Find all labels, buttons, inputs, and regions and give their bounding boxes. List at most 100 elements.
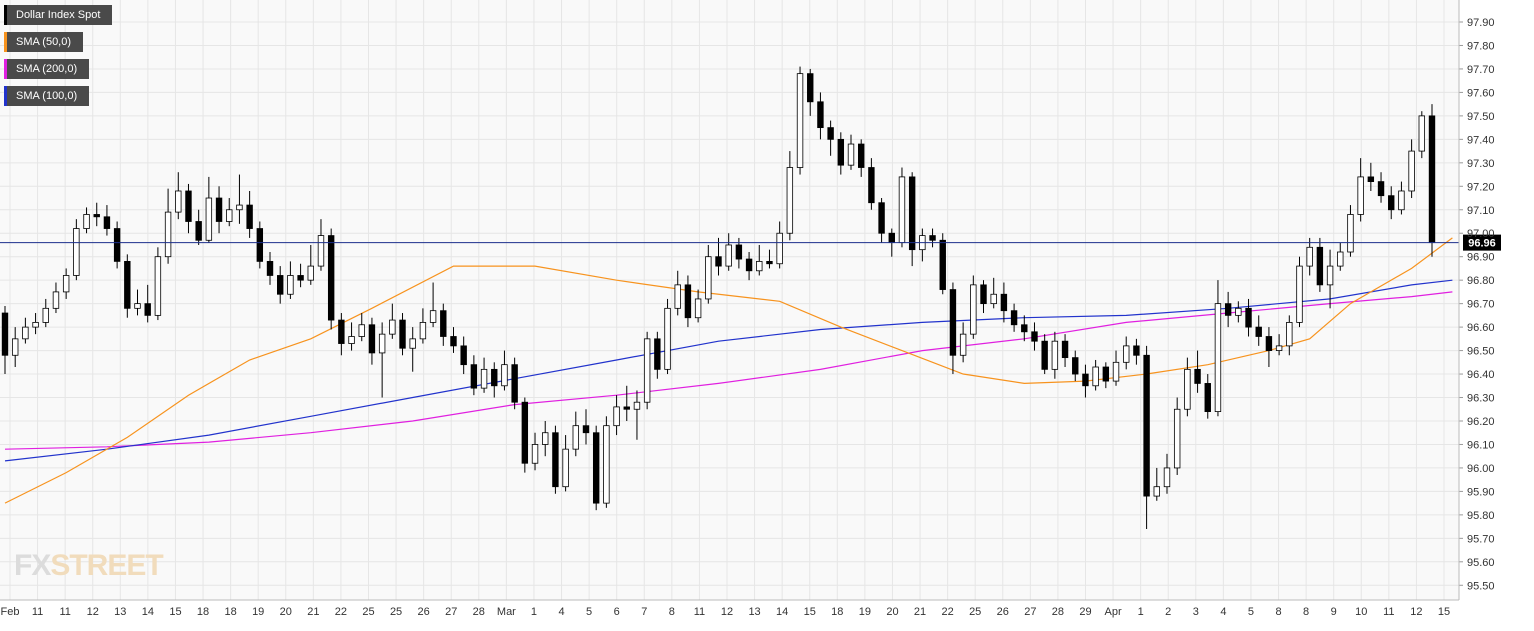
candle bbox=[949, 282, 957, 375]
x-tick-label: 11 bbox=[59, 606, 70, 618]
legend-sma-100[interactable]: SMA (100,0) bbox=[4, 86, 90, 106]
candle-body bbox=[236, 204, 243, 211]
x-tick-label: Feb bbox=[1, 606, 20, 618]
candle bbox=[694, 289, 702, 323]
candle-body bbox=[623, 406, 630, 410]
candle bbox=[1031, 322, 1038, 351]
candle bbox=[1, 305, 9, 375]
x-tick-label: 12 bbox=[1410, 606, 1422, 618]
x-tick-label: 13 bbox=[748, 606, 760, 618]
candle bbox=[613, 395, 620, 436]
candle-body bbox=[154, 256, 162, 316]
legend-label: Dollar Index Spot bbox=[16, 9, 101, 21]
candle-body bbox=[1000, 293, 1008, 312]
candle bbox=[531, 432, 539, 471]
candle-body bbox=[419, 322, 427, 340]
x-tick-label: 19 bbox=[252, 606, 264, 618]
candle bbox=[22, 317, 29, 344]
candle bbox=[1143, 345, 1150, 529]
candle-body bbox=[1326, 265, 1334, 286]
candle bbox=[1367, 162, 1375, 191]
candle bbox=[287, 261, 294, 299]
candle-body bbox=[460, 345, 467, 366]
x-tick-label: 11 bbox=[32, 606, 43, 618]
legend-sma-200[interactable]: SMA (200,0) bbox=[4, 59, 90, 79]
x-tick-label: 11 bbox=[1383, 606, 1394, 618]
candle-body bbox=[1061, 340, 1069, 359]
x-tick-label: 18 bbox=[197, 606, 209, 618]
candle-body bbox=[256, 228, 264, 262]
candle bbox=[491, 362, 498, 398]
candle bbox=[236, 174, 243, 224]
candle bbox=[776, 221, 783, 269]
candle-body bbox=[1194, 368, 1201, 384]
candle bbox=[1021, 315, 1028, 342]
candle-body bbox=[215, 197, 223, 222]
candle-body bbox=[1245, 307, 1252, 328]
candle bbox=[185, 183, 192, 234]
candle-body bbox=[1184, 368, 1191, 410]
candle-body bbox=[643, 338, 651, 403]
candle-body bbox=[531, 444, 539, 464]
candle-body bbox=[766, 260, 773, 265]
x-tick-label: 7 bbox=[641, 606, 647, 618]
candle bbox=[73, 219, 80, 281]
candle-body bbox=[939, 239, 946, 290]
candle-body bbox=[429, 310, 437, 323]
candle-body bbox=[32, 322, 39, 328]
candle-body bbox=[796, 73, 804, 168]
candle-body bbox=[368, 324, 376, 354]
sma-100-line bbox=[4, 279, 1453, 462]
x-tick-label: 19 bbox=[859, 606, 871, 618]
candle-body bbox=[1041, 340, 1048, 370]
y-tick-label: 97.70 bbox=[1467, 64, 1495, 76]
candle bbox=[1286, 315, 1293, 356]
candle-body bbox=[287, 275, 294, 295]
x-tick-label: 25 bbox=[362, 606, 374, 618]
x-tick-label: 27 bbox=[1024, 606, 1036, 618]
candle bbox=[1102, 362, 1110, 389]
candle bbox=[164, 188, 172, 264]
candle bbox=[1010, 303, 1018, 332]
candle-body bbox=[1388, 195, 1395, 211]
candle bbox=[1377, 172, 1385, 203]
candle-body bbox=[1286, 322, 1293, 347]
candle-body bbox=[1214, 303, 1222, 413]
watermark-fx: FX bbox=[14, 549, 51, 582]
legend-dollar-index[interactable]: Dollar Index Spot bbox=[4, 5, 113, 25]
candle-body bbox=[1398, 190, 1405, 211]
last-price-line: 96.96 bbox=[0, 234, 1501, 251]
candle bbox=[1072, 350, 1079, 382]
candle bbox=[409, 327, 416, 372]
candle bbox=[592, 425, 600, 511]
candle bbox=[1112, 350, 1120, 386]
candle bbox=[837, 132, 845, 175]
candle-body bbox=[246, 204, 253, 229]
legend-swatch bbox=[4, 5, 7, 25]
candle bbox=[603, 416, 610, 508]
candle-body bbox=[480, 368, 488, 389]
candle bbox=[1275, 334, 1283, 356]
candle-body bbox=[776, 232, 783, 265]
candle-body bbox=[1347, 214, 1354, 253]
candle bbox=[358, 313, 365, 342]
candle-body bbox=[1092, 366, 1099, 387]
candle bbox=[480, 357, 488, 393]
candle bbox=[1061, 334, 1069, 368]
candle-body bbox=[592, 432, 600, 504]
candle bbox=[857, 139, 865, 177]
candle-body bbox=[83, 214, 90, 229]
candle bbox=[389, 303, 396, 339]
candle bbox=[664, 298, 671, 375]
candle bbox=[11, 327, 19, 368]
y-tick-label: 95.80 bbox=[1467, 510, 1495, 522]
candle bbox=[368, 317, 376, 365]
y-tick-label: 97.90 bbox=[1467, 17, 1495, 29]
candle bbox=[827, 120, 834, 156]
candle-body bbox=[878, 202, 885, 234]
candle bbox=[1051, 331, 1059, 379]
legend-sma-50[interactable]: SMA (50,0) bbox=[4, 32, 84, 52]
candle-body bbox=[756, 260, 763, 272]
x-tick-label: 9 bbox=[1331, 606, 1337, 618]
y-tick-label: 95.90 bbox=[1467, 486, 1495, 498]
